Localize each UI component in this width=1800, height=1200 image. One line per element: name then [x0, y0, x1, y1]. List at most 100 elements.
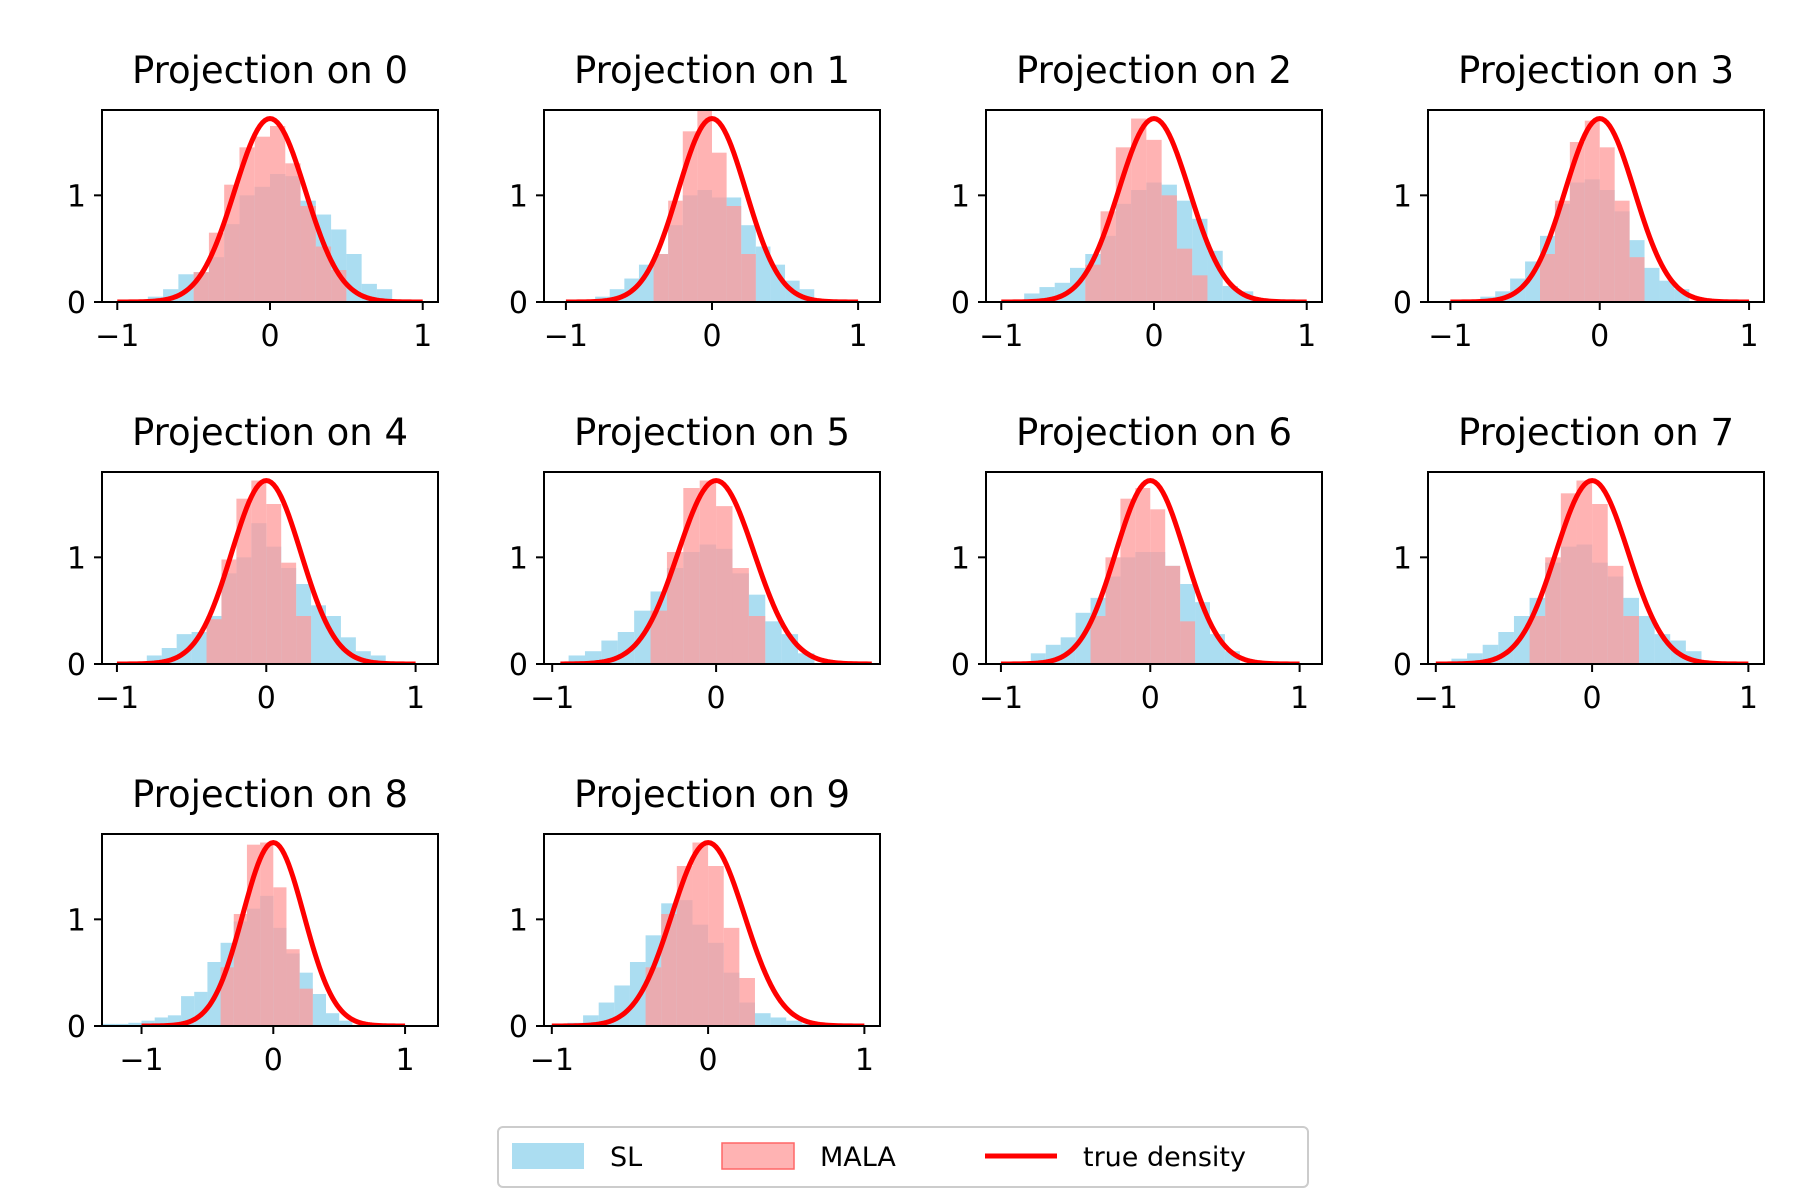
sl-bar — [755, 246, 771, 302]
subplot-title: Projection on 7 — [1458, 411, 1734, 454]
mala-bar — [1607, 565, 1624, 664]
subplot-title: Projection on 1 — [574, 49, 850, 92]
mala-bar — [260, 842, 274, 1026]
sl-bar — [765, 621, 782, 664]
axes-frame — [101, 833, 439, 1027]
subplot-title: Projection on 8 — [132, 773, 408, 816]
legend-swatch-mala — [721, 1142, 795, 1170]
x-tick-label: 1 — [1740, 319, 1759, 354]
mala-bar — [712, 152, 727, 302]
mala-bar — [1105, 557, 1121, 664]
mala-bar — [1629, 257, 1645, 302]
mala-bar — [273, 887, 287, 1026]
sl-bar — [326, 1013, 340, 1026]
x-tick-label: −1 — [95, 681, 139, 716]
mala-bar — [1150, 509, 1166, 664]
mala-bar — [748, 616, 766, 664]
y-tick-label: 0 — [509, 648, 528, 683]
true-density-curve — [565, 116, 859, 302]
x-tick-label: 0 — [257, 681, 276, 716]
mala-bar — [682, 131, 698, 302]
mala-bar — [1120, 498, 1136, 664]
plot-area — [102, 840, 406, 1026]
sl-bar — [1644, 267, 1660, 302]
x-tick-label: 0 — [264, 1043, 283, 1078]
y-tick-label: 1 — [67, 179, 86, 214]
axes-frame — [101, 471, 439, 665]
mala-bar — [1529, 616, 1546, 664]
mala-bar — [1192, 275, 1208, 302]
mala-bar — [285, 163, 301, 302]
mala-bar — [299, 988, 313, 1026]
true-density-curve — [141, 840, 406, 1026]
sl-bar — [154, 1017, 168, 1026]
plot-area — [1001, 116, 1307, 302]
y-tick-label: 1 — [951, 179, 970, 214]
y-tick-label: 0 — [67, 286, 86, 321]
mala-bar — [741, 254, 756, 302]
sl-bar — [146, 655, 162, 664]
mala-bar — [732, 568, 749, 664]
mala-bar — [1161, 195, 1177, 302]
mala-bar — [1569, 142, 1585, 302]
mala-bar — [723, 927, 740, 1026]
subplot-0: −1 0 1 0 1 Projection on 0 — [67, 49, 439, 354]
mala-bar — [692, 842, 709, 1026]
mala-bar — [1146, 139, 1162, 302]
true-density-curve — [116, 478, 416, 664]
sl-bar — [312, 994, 326, 1026]
mala-bar — [1560, 493, 1577, 664]
subplot-8: −1 0 1 0 1 Projection on 8 — [67, 773, 439, 1078]
mala-bar — [1176, 248, 1193, 302]
x-tick-label: −1 — [530, 681, 574, 716]
x-tick-label: 0 — [707, 681, 726, 716]
mala-bar — [739, 978, 755, 1026]
mala-bar — [300, 206, 316, 302]
sl-bar — [370, 655, 386, 664]
sl-bar — [786, 1020, 802, 1026]
mala-bar — [716, 506, 733, 664]
y-tick-label: 0 — [951, 286, 970, 321]
legend-swatch-sl — [512, 1143, 584, 1169]
subplot-title: Projection on 4 — [132, 411, 408, 454]
x-tick-label: −1 — [1428, 319, 1472, 354]
x-tick-label: 1 — [413, 319, 432, 354]
x-tick-label: 1 — [396, 1043, 415, 1078]
sl-bar — [583, 1015, 599, 1026]
y-tick-label: 1 — [951, 541, 970, 576]
mala-bar — [206, 619, 222, 664]
x-tick-label: 1 — [849, 319, 868, 354]
mala-bar — [668, 200, 683, 302]
mala-bar — [221, 559, 237, 664]
legend-label-mala: MALA — [820, 1142, 896, 1173]
true-density-curve — [560, 478, 872, 664]
x-tick-label: 1 — [406, 681, 425, 716]
x-tick-label: 0 — [1590, 319, 1609, 354]
x-tick-label: −1 — [95, 319, 139, 354]
mala-bar — [1599, 147, 1615, 302]
sl-bar — [568, 655, 585, 664]
sl-bar — [1467, 653, 1483, 664]
plot-area — [565, 110, 859, 302]
sl-bar — [1638, 616, 1655, 664]
axes-frame — [1427, 109, 1765, 303]
sl-bar — [1659, 280, 1675, 302]
legend-label-sl: SL — [610, 1142, 642, 1173]
sl-bar — [141, 1020, 155, 1026]
subplot-1: −1 0 1 0 1 Projection on 1 — [509, 49, 881, 354]
x-tick-label: 0 — [1583, 681, 1602, 716]
axes-frame — [543, 471, 881, 665]
mala-bar — [676, 866, 693, 1026]
subplot-6: −1 0 1 0 1 Projection on 6 — [951, 411, 1323, 716]
mala-bar — [650, 610, 667, 664]
mala-bar — [1592, 504, 1608, 664]
y-tick-label: 0 — [67, 648, 86, 683]
plot-area — [1000, 478, 1300, 664]
mala-bar — [1614, 200, 1630, 302]
true-density-curve — [117, 116, 423, 302]
mala-bar — [1135, 488, 1151, 664]
